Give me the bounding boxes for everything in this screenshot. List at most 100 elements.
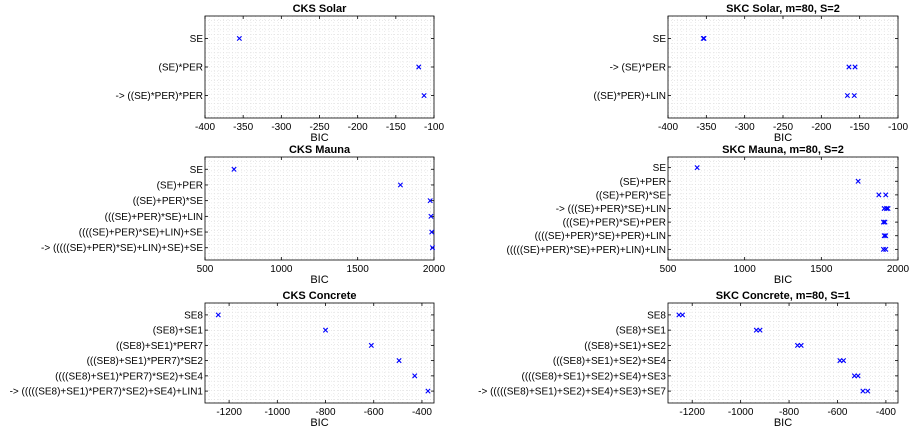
y-category-label: (SE8)+SE1: [616, 326, 667, 337]
data-point: [757, 327, 763, 333]
chart-title: CKS Solar: [293, 3, 348, 15]
data-point: [883, 205, 890, 212]
x-tick-label: -150: [386, 122, 406, 133]
data-point: [798, 342, 804, 348]
x-axis-label: BIC: [310, 274, 328, 286]
x-tick-label: -600: [827, 407, 847, 418]
data-point: [840, 358, 847, 364]
data-point: [427, 198, 433, 204]
data-point: [855, 373, 861, 379]
y-category-label: (((SE8)+SE1)*PER7)*SE2: [87, 356, 204, 367]
data-point: [322, 327, 329, 333]
data-point: [851, 92, 857, 99]
chart-panel-3: CKS Mauna 500 1000 1500 2000 BIC SE (SE)+PER ((S…: [41, 144, 446, 286]
y-category-label: ((SE8)+SE1)*PER7: [116, 341, 203, 352]
plot-frame: [204, 15, 435, 119]
chart-title: SKC Concrete, m=80, S=1: [716, 290, 851, 302]
y-category-label: SE: [190, 165, 204, 176]
x-tick-label: -100: [424, 122, 444, 133]
data-point: [428, 213, 434, 219]
data-point: [855, 178, 861, 184]
y-category-label: SE: [653, 34, 667, 45]
chart-panel-5: CKS Concrete -1200 -1000 -800 -600 -400 BIC SE8…: [10, 290, 435, 429]
y-category-label: SE: [653, 163, 667, 174]
data-point: [865, 388, 871, 394]
y-category-label: (((((SE)+PER)*SE)+PER)+LIN)+LIN: [507, 245, 666, 256]
y-category-label: -> (((((SE8)+SE1)*PER7)*SE2)+SE4)+LIN1: [10, 387, 204, 398]
data-point: [412, 373, 418, 379]
data-point: [396, 358, 402, 364]
data-point: [852, 64, 858, 70]
data-point: [885, 205, 891, 212]
data-point: [231, 166, 237, 172]
x-tick-label: -300: [735, 122, 755, 133]
y-category-label: ((SE8)+SE1)+SE2: [584, 341, 666, 352]
x-tick-label: 1500: [810, 264, 833, 275]
x-tick-label: -400: [195, 122, 215, 133]
y-category-label: ((((SE8)+SE1)+SE2)+SE4)+SE3: [521, 371, 666, 382]
x-tick-label: -400: [658, 122, 678, 133]
data-point: [846, 64, 852, 70]
data-point: [882, 219, 888, 225]
chart-panel-1: CKS Solar -400 -350 -300 -250 -200 -150 -100 BIC…: [115, 3, 444, 144]
data-point: [883, 233, 889, 239]
x-tick-label: -600: [364, 407, 384, 418]
data-point: [236, 35, 242, 42]
x-tick-label: -200: [811, 122, 831, 133]
data-point: [880, 219, 887, 225]
x-tick-label: -250: [309, 122, 329, 133]
chart-title: CKS Mauna: [289, 144, 351, 156]
x-tick-label: 1000: [270, 264, 293, 275]
x-tick-label: -1000: [728, 407, 754, 418]
y-category-label: -> (SE)*PER: [610, 63, 666, 74]
x-tick-label: 500: [197, 264, 214, 275]
data-point: [429, 229, 435, 235]
y-category-label: SE8: [184, 310, 203, 321]
data-point: [881, 233, 887, 239]
x-tick-label: -800: [779, 407, 799, 418]
data-point: [425, 388, 431, 394]
chart-title: SKC Mauna, m=80, S=2: [722, 144, 844, 156]
y-category-label: SE: [190, 34, 204, 45]
x-tick-label: 2000: [887, 264, 909, 275]
y-category-label: (SE)+PER: [157, 180, 203, 191]
x-tick-label: -800: [316, 407, 336, 418]
y-category-label: -> (((((SE)+PER)*SE)+LIN)+SE)+SE: [41, 243, 203, 254]
y-category-label: ((((SE8)+SE1)*PER7)*SE2)+SE4: [55, 371, 203, 382]
chart-title: CKS Concrete: [283, 290, 357, 302]
x-tick-label: -350: [233, 122, 253, 133]
y-category-label: ((((SE)+PER)*SE)+LIN)+SE: [79, 228, 204, 239]
plot-frame: [667, 302, 899, 404]
plot-frame: [204, 302, 435, 404]
x-axis-label: BIC: [774, 132, 792, 144]
x-tick-label: 500: [660, 264, 677, 275]
y-category-label: (SE8)+SE1: [153, 326, 204, 337]
data-point: [883, 246, 889, 252]
x-axis-label: BIC: [310, 132, 328, 144]
chart-panel-6: SKC Concrete, m=80, S=1 -1200 -1000 -800 -60…: [478, 290, 899, 429]
x-tick-label: 1500: [347, 264, 370, 275]
data-point: [368, 342, 374, 348]
y-category-label: (((SE8)+SE1)+SE2)+SE4: [553, 356, 667, 367]
chart-panel-4: SKC Mauna, m=80, S=2 500 1000 1500 2000 BIC SE…: [507, 144, 909, 286]
x-tick-label: -1200: [216, 407, 242, 418]
y-category-label: ((SE)+PER)*SE: [596, 190, 667, 201]
x-tick-label: -1000: [265, 407, 291, 418]
y-category-label: (((SE)+PER)*SE)+LIN: [105, 212, 203, 223]
chart-title: SKC Solar, m=80, S=2: [726, 3, 840, 15]
x-tick-label: -250: [773, 122, 793, 133]
y-category-label: -> (((((SE8)+SE1)+SE2)+SE4)+SE3)+SE7: [478, 387, 666, 398]
data-point: [421, 92, 427, 99]
y-category-label: (SE)+PER: [620, 177, 666, 188]
x-tick-label: 2000: [423, 264, 446, 275]
data-point: [429, 245, 436, 251]
x-axis-label: BIC: [310, 417, 328, 429]
x-tick-label: -400: [412, 407, 432, 418]
data-point: [701, 35, 707, 42]
data-point: [679, 312, 686, 318]
chart-panel-2: SKC Solar, m=80, S=2 -400 -350 -300 -250 -200…: [593, 3, 908, 144]
y-category-label: ((((SE)+PER)*SE)+PER)+LIN: [535, 231, 666, 242]
data-point: [397, 182, 404, 188]
data-point: [416, 64, 422, 70]
